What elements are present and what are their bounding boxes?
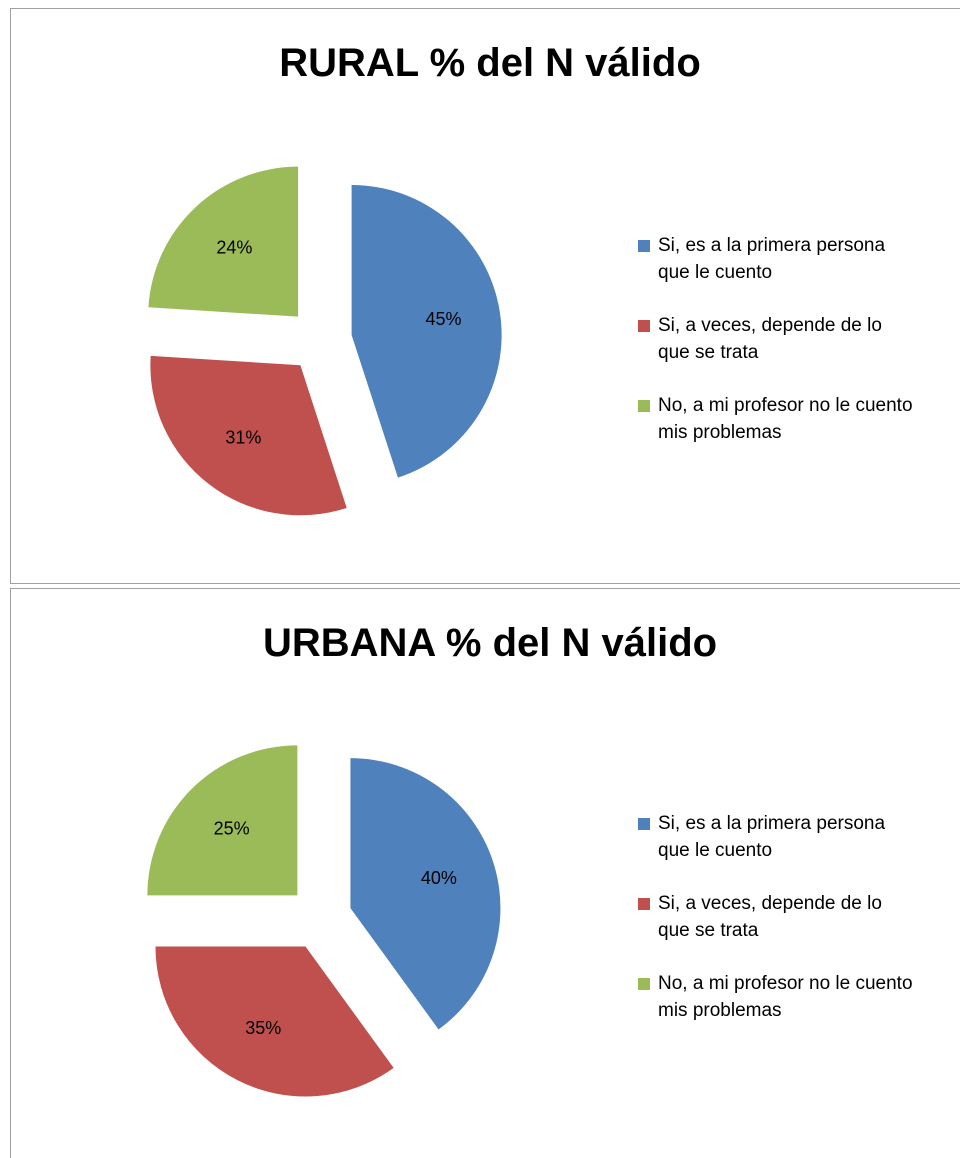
chart-title: URBANA % del N válido	[263, 621, 717, 665]
legend-item: No, a mi profesor no le cuento mis probl…	[638, 392, 913, 446]
legend-swatch	[638, 400, 650, 412]
legend-item: Si, a veces, depende de lo que se trata	[638, 312, 913, 366]
data-label: 40%	[421, 868, 457, 888]
legend: Si, es a la primera persona que le cuent…	[638, 232, 913, 472]
pie-slice	[147, 745, 298, 896]
pie-slice	[350, 758, 501, 1030]
legend-label: No, a mi profesor no le cuento mis probl…	[658, 973, 913, 1021]
data-label: 35%	[245, 1018, 281, 1038]
pie-slice	[155, 946, 394, 1097]
chart-frame	[10, 588, 960, 1158]
legend: Si, es a la primera persona que le cuent…	[638, 810, 913, 1050]
legend-swatch	[638, 898, 650, 910]
legend-swatch	[638, 320, 650, 332]
legend-item: Si, es a la primera persona que le cuent…	[638, 232, 913, 286]
chart-title: RURAL % del N válido	[279, 41, 701, 85]
data-label: 45%	[425, 309, 461, 329]
legend-item: No, a mi profesor no le cuento mis probl…	[638, 970, 913, 1024]
data-label: 25%	[214, 818, 250, 838]
chart-frame	[10, 8, 960, 584]
data-label: 24%	[216, 238, 252, 258]
pie-slice	[150, 355, 347, 516]
legend-swatch	[638, 240, 650, 252]
legend-item: Si, es a la primera persona que le cuent…	[638, 810, 913, 864]
data-label: 31%	[225, 428, 261, 448]
pie-slice	[351, 184, 502, 478]
legend-label: Si, a veces, depende de lo que se trata	[658, 893, 882, 941]
legend-label: Si, a veces, depende de lo que se trata	[658, 315, 882, 363]
legend-label: Si, es a la primera persona que le cuent…	[658, 235, 886, 283]
legend-swatch	[638, 978, 650, 990]
legend-label: No, a mi profesor no le cuento mis probl…	[658, 395, 913, 443]
pie-slice	[148, 166, 299, 317]
legend-swatch	[638, 818, 650, 830]
legend-label: Si, es a la primera persona que le cuent…	[658, 813, 886, 861]
legend-item: Si, a veces, depende de lo que se trata	[638, 890, 913, 944]
